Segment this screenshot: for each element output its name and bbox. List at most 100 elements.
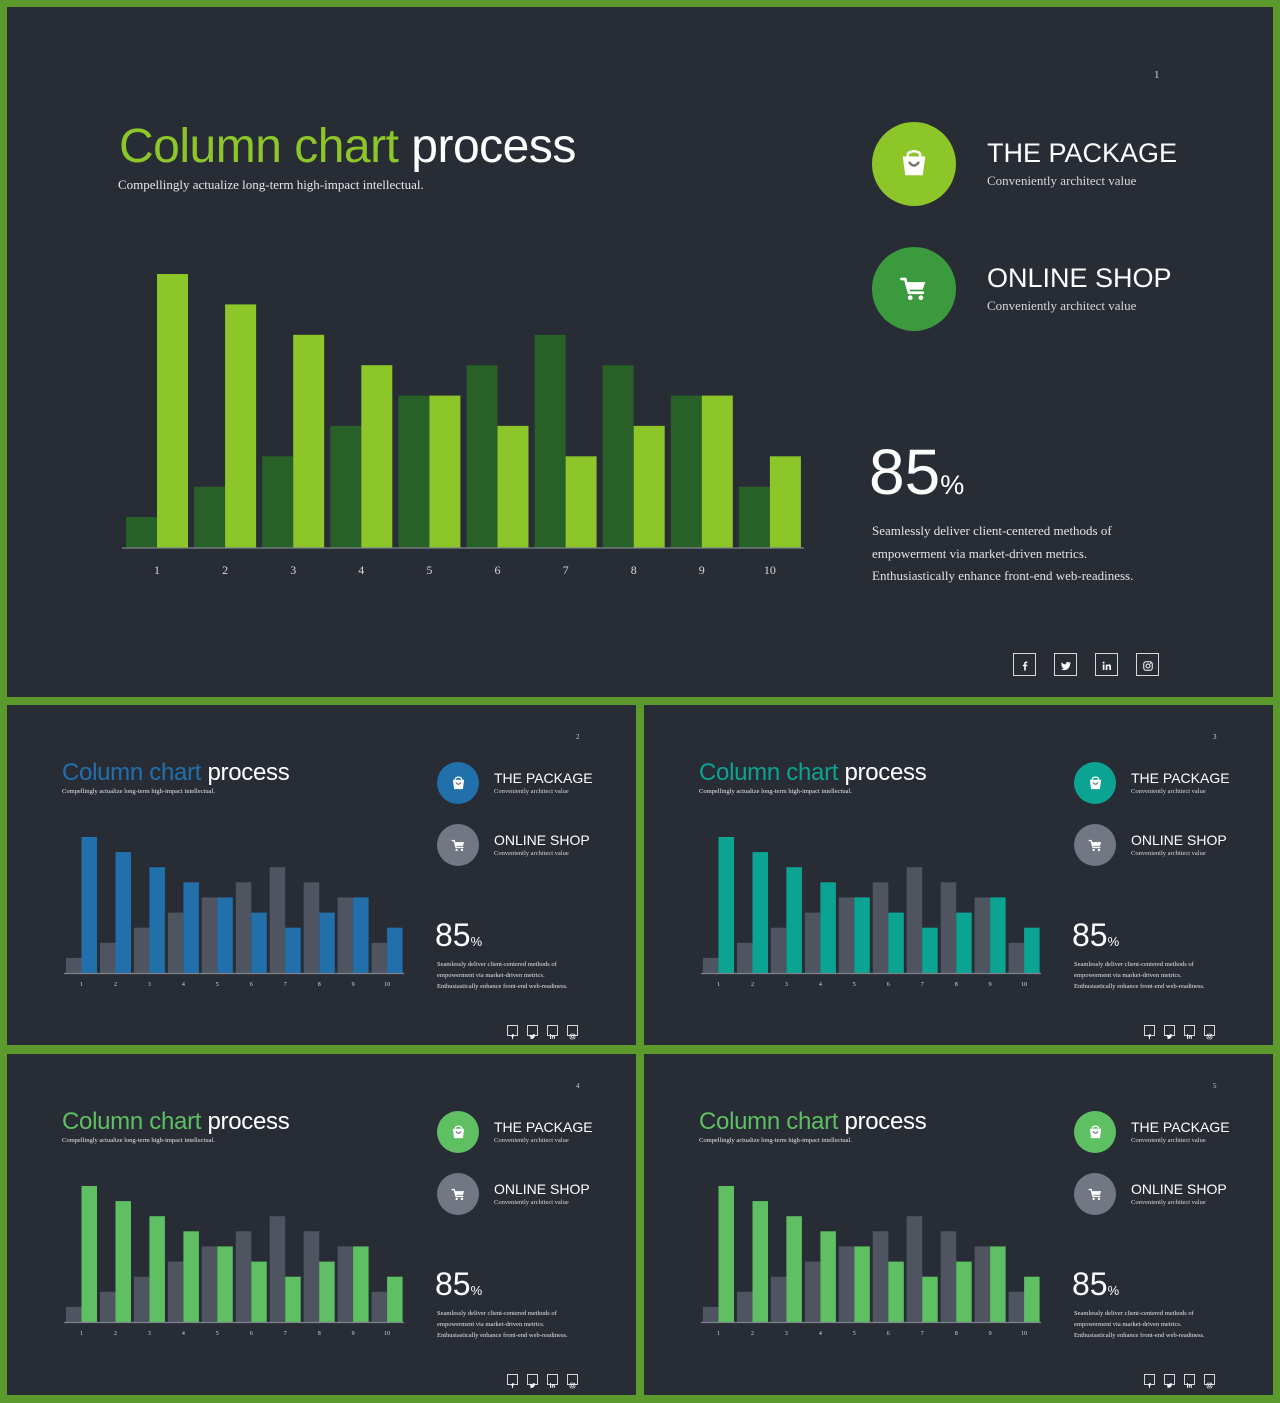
package-subtitle: Conveniently architect value [1131, 788, 1206, 795]
series-1-bar [703, 1306, 719, 1322]
instagram-link[interactable] [1204, 1374, 1215, 1389]
instagram-icon [569, 1376, 576, 1389]
facebook-link[interactable] [1144, 1374, 1155, 1389]
slide-subtitle: Compellingly actualize long-term high-im… [118, 177, 424, 192]
x-tick-label: 10 [1021, 982, 1027, 988]
series-2-bar [888, 912, 904, 973]
slide-number: 3 [1213, 733, 1217, 741]
online-shop-title: ONLINE SHOP [1131, 832, 1227, 848]
x-tick-label: 2 [114, 1331, 117, 1337]
instagram-link[interactable] [567, 1025, 578, 1040]
x-tick-label: 5 [426, 563, 432, 577]
series-2-bar [752, 852, 768, 973]
series-1-bar [906, 1216, 923, 1322]
linkedin-link[interactable] [1184, 1374, 1195, 1388]
x-tick-label: 2 [751, 1331, 754, 1337]
linkedin-link[interactable] [547, 1374, 558, 1388]
series-1-bar [738, 486, 770, 548]
x-tick-label: 6 [887, 1331, 890, 1337]
description-line: Seamlessly deliver client-centered metho… [872, 523, 1112, 538]
description-line: empowerment via market-driven metrics. [1074, 972, 1182, 979]
series-1-bar [235, 882, 252, 973]
linkedin-icon [549, 1376, 556, 1388]
x-tick-label: 3 [785, 1331, 788, 1337]
package-subtitle: Conveniently architect value [494, 1137, 569, 1144]
twitter-link[interactable] [527, 1025, 538, 1039]
facebook-icon [1146, 1376, 1153, 1389]
title-rest: process [201, 1108, 290, 1135]
x-tick-label: 8 [631, 563, 637, 577]
series-2-bar [786, 867, 802, 973]
series-1-bar [602, 365, 634, 548]
series-1-bar [126, 517, 157, 548]
instagram-link[interactable] [1136, 653, 1159, 676]
feature-online-shop: ONLINE SHOP Conveniently architect value [437, 824, 590, 866]
twitter-link[interactable] [527, 1374, 538, 1388]
slide-subtitle: Compellingly actualize long-term high-im… [699, 1137, 852, 1144]
x-tick-label: 1 [717, 1331, 720, 1337]
series-1-bar [838, 897, 855, 973]
twitter-icon [1060, 659, 1072, 671]
x-tick-label: 5 [853, 982, 856, 988]
x-tick-label: 7 [921, 1331, 924, 1337]
facebook-link[interactable] [1144, 1025, 1155, 1040]
series-2-bar [285, 927, 301, 973]
package-subtitle: Conveniently architect value [494, 788, 569, 795]
twitter-link[interactable] [1054, 653, 1077, 676]
online-shop-circle [1074, 824, 1116, 866]
shopping-bag-icon [899, 149, 929, 179]
facebook-link[interactable] [507, 1025, 518, 1040]
series-1-bar [337, 897, 354, 973]
stat-unit: % [940, 470, 965, 500]
linkedin-link[interactable] [1184, 1025, 1195, 1039]
package-circle [872, 122, 956, 206]
twitter-icon [529, 1027, 536, 1039]
series-2-bar [353, 1246, 369, 1322]
linkedin-icon [1186, 1376, 1193, 1388]
online-shop-title: ONLINE SHOP [494, 1181, 590, 1197]
linkedin-icon [549, 1027, 556, 1039]
twitter-link[interactable] [1164, 1025, 1175, 1039]
instagram-link[interactable] [567, 1374, 578, 1389]
package-circle [437, 762, 479, 804]
x-tick-label: 2 [114, 982, 117, 988]
title-rest: process [838, 1108, 927, 1135]
series-2-bar [183, 1231, 199, 1322]
online-shop-subtitle: Conveniently architect value [987, 297, 1137, 313]
series-2-bar [149, 867, 165, 973]
series-2-bar [633, 425, 665, 548]
series-1-bar [466, 365, 498, 548]
instagram-icon [1206, 1376, 1213, 1389]
slide-number: 5 [1213, 1082, 1217, 1090]
series-1-bar [703, 957, 719, 973]
linkedin-link[interactable] [547, 1025, 558, 1039]
social-links [1013, 653, 1159, 676]
facebook-icon [509, 1376, 516, 1389]
online-shop-circle [872, 247, 956, 331]
series-1-bar [66, 957, 82, 973]
x-tick-label: 6 [250, 982, 253, 988]
facebook-link[interactable] [507, 1374, 518, 1389]
instagram-link[interactable] [1204, 1025, 1215, 1040]
x-tick-label: 1 [80, 1331, 83, 1337]
social-links [1144, 1025, 1215, 1040]
linkedin-icon [1186, 1027, 1193, 1039]
slide-2: 2 Column chart process Compellingly actu… [7, 705, 636, 1045]
twitter-link[interactable] [1164, 1374, 1175, 1388]
facebook-icon [509, 1027, 516, 1040]
facebook-link[interactable] [1013, 653, 1036, 676]
stat-value: 85% [1072, 1268, 1119, 1300]
x-tick-label: 7 [921, 982, 924, 988]
facebook-icon [1019, 659, 1031, 671]
feature-package: THE PACKAGE Conveniently architect value [872, 122, 1177, 206]
series-1-bar [303, 1231, 320, 1322]
feature-online-shop: ONLINE SHOP Conveniently architect value [1074, 1173, 1227, 1215]
stat-value: 85% [869, 440, 964, 504]
social-links [1144, 1374, 1215, 1389]
series-1-bar [906, 867, 923, 973]
slide-number: 1 [1154, 69, 1160, 81]
description-line: Seamlessly deliver client-centered metho… [437, 1310, 557, 1317]
x-tick-label: 3 [785, 982, 788, 988]
x-tick-label: 9 [699, 563, 705, 577]
linkedin-link[interactable] [1095, 653, 1118, 676]
